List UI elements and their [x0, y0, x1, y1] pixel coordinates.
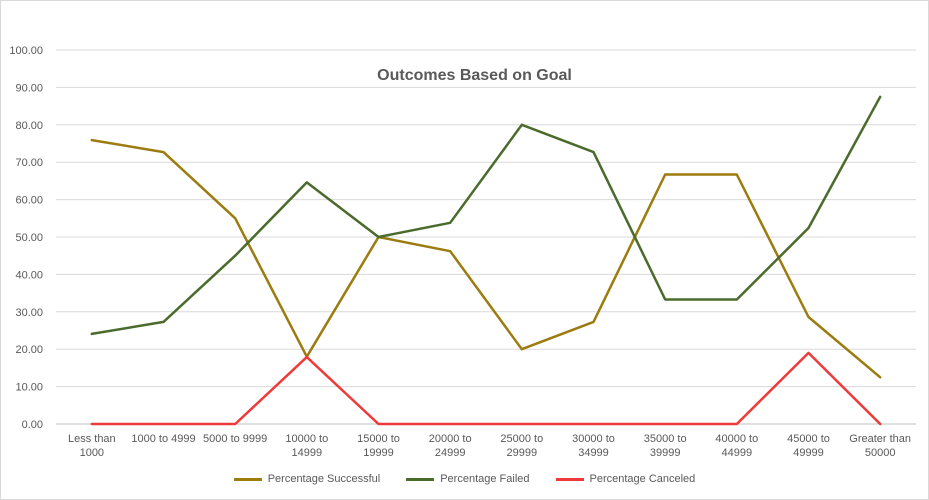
legend-swatch: [233, 477, 262, 481]
x-tick-label: Greater than 50000: [849, 433, 911, 459]
chart-legend: Percentage Successful Percentage Failed Pe…: [1, 473, 928, 485]
legend-item-2: Percentage Failed: [406, 473, 530, 485]
x-tick-label: 25000 to 29999: [500, 433, 543, 459]
legend-item-1: Percentage Successful: [233, 473, 381, 485]
x-tick-label: 35000 to 39999: [644, 433, 687, 459]
y-tick-label: 50.00: [15, 232, 43, 244]
legend-item-3: Percentage Canceled: [555, 473, 696, 485]
legend-label: Percentage Failed: [440, 473, 530, 485]
x-tick-label: 40000 to 44999: [715, 433, 758, 459]
legend-swatch: [555, 477, 584, 481]
line-chart: 0.00 10.00 20.00 30.00 40.00 50.00 60.00 70.00 8…: [9, 45, 916, 459]
series-line-1: [90, 138, 882, 379]
legend-label: Percentage Canceled: [589, 473, 696, 485]
x-tick-label: 1000 to 4999: [131, 433, 195, 445]
y-tick-label: 40.00: [15, 269, 43, 281]
y-tick-label: 0.00: [22, 419, 43, 431]
series-line-2: [90, 95, 882, 336]
y-tick-label: 100.00: [9, 45, 43, 57]
chart-title: Outcomes Based on Goal: [377, 67, 572, 84]
x-tick-label: 30000 to 34999: [572, 433, 615, 459]
x-tick-label: 15000 to 19999: [357, 433, 400, 459]
x-tick-label: 45000 to 49999: [787, 433, 830, 459]
x-tick-label: 10000 to 14999: [285, 433, 328, 459]
y-tick-label: 70.00: [15, 157, 43, 169]
y-tick-label: 60.00: [15, 195, 43, 207]
x-tick-label: 5000 to 9999: [203, 433, 267, 445]
x-tick-label: 20000 to 24999: [429, 433, 472, 459]
x-tick-label: Less than 1000: [68, 433, 116, 459]
y-tick-label: 20.00: [15, 344, 43, 356]
series-line-3: [90, 351, 882, 426]
y-tick-label: 10.00: [15, 382, 43, 394]
y-tick-label: 80.00: [15, 120, 43, 132]
legend-label: Percentage Successful: [267, 473, 381, 485]
y-tick-label: 90.00: [15, 82, 43, 94]
legend-swatch: [406, 477, 435, 481]
y-tick-label: 30.00: [15, 307, 43, 319]
